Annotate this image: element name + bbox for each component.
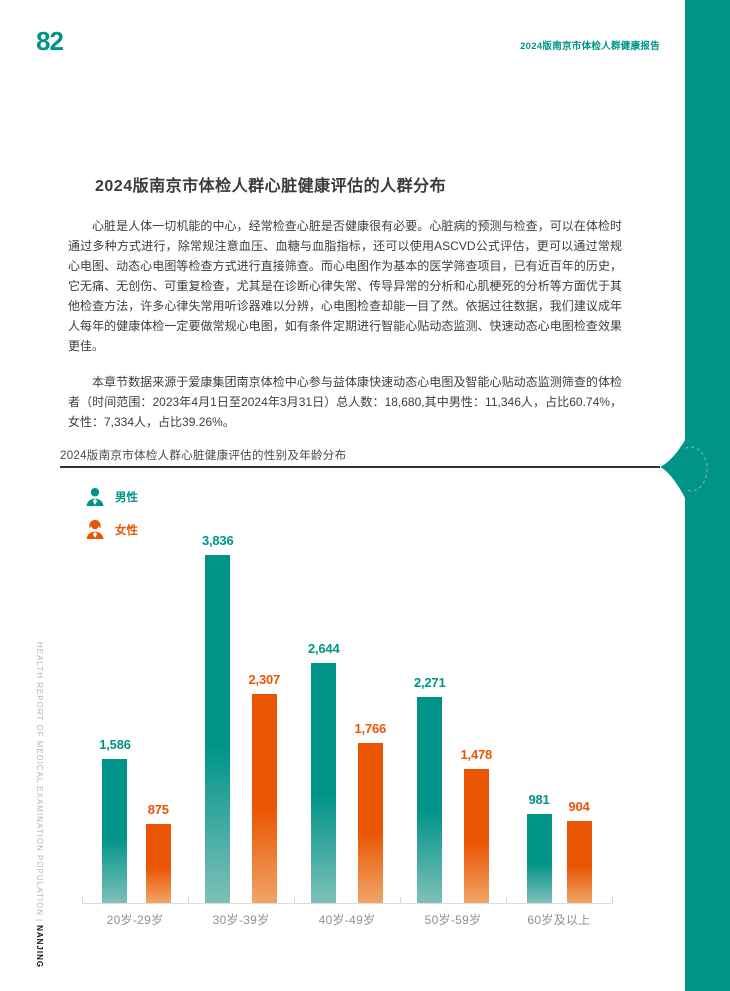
header-report-title: 2024版南京市体检人群健康报告 [520, 41, 660, 52]
x-axis-tick-2 [188, 897, 189, 903]
bar-value-male-1: 1,586 [99, 737, 131, 752]
x-axis-label-1: 20岁-29岁 [106, 913, 164, 927]
x-axis-label-3: 40岁-49岁 [318, 913, 376, 927]
bar-wrap-male-3: 2,644 [308, 641, 340, 903]
x-axis-line [82, 903, 613, 904]
article-title: 2024版南京市体检人群心脏健康评估的人群分布 [95, 178, 447, 195]
section-pointer-icon [660, 440, 708, 498]
legend-item-male: 男性 [84, 486, 138, 508]
article: 2024版南京市体检人群心脏健康评估的人群分布 心脏是人体一切机能的中心，经常检… [68, 172, 622, 448]
male-icon [86, 488, 104, 506]
bar-wrap-female-2: 2,307 [248, 672, 281, 903]
bar-group-3: 2,644 1,766 [294, 532, 400, 903]
legend-female-label: 女性 [115, 525, 138, 537]
bar-female-1 [145, 824, 171, 903]
bar-female-3 [357, 743, 383, 903]
bar-wrap-female-3: 1,766 [354, 721, 387, 903]
x-axis-tick-3 [294, 897, 295, 903]
sidebar-city-label: NANJING [35, 925, 44, 969]
bar-value-female-1: 875 [147, 802, 169, 817]
bar-male-1 [102, 759, 128, 903]
bar-female-4 [463, 769, 489, 903]
bar-wrap-male-5: 981 [526, 792, 552, 903]
legend-item-female: 女性 [84, 519, 138, 541]
article-paragraph-2: 本章节数据来源于爱康集团南京体检中心参与益体康快速动态心电图及智能心贴动态监测筛… [68, 375, 622, 429]
bar-value-female-2: 2,307 [248, 672, 281, 687]
bar-value-male-2: 3,836 [201, 533, 234, 548]
bar-male-4 [417, 697, 443, 903]
chart-title-underline [60, 466, 660, 468]
sidebar-vertical-text: HEALTH REPORT OF MEDICAL EXAMINATION POP… [35, 642, 44, 968]
right-accent-band [685, 0, 730, 991]
legend-male-label: 男性 [115, 492, 138, 504]
x-axis-label-2: 30岁-39岁 [212, 913, 270, 927]
bar-wrap-female-5: 904 [566, 799, 592, 903]
bar-male-3 [311, 663, 337, 903]
bar-value-male-4: 2,271 [413, 675, 446, 690]
bar-group-2: 3,836 2,307 [188, 532, 294, 903]
x-axis-tick-4 [400, 897, 401, 903]
bar-female-5 [566, 821, 592, 903]
bar-wrap-female-1: 875 [145, 802, 171, 903]
bar-wrap-female-4: 1,478 [460, 747, 493, 903]
bar-value-male-5: 981 [528, 792, 550, 807]
chart-legend: 男性 女性 [84, 486, 138, 552]
x-axis-tick-6 [612, 897, 613, 903]
bar-wrap-male-1: 1,586 [99, 737, 131, 903]
bar-group-5: 981 904 [506, 532, 612, 903]
x-axis-labels: 20岁-29岁 30岁-39岁 40岁-49岁 50岁-59岁 60岁及以上 [82, 911, 612, 928]
bar-female-2 [251, 694, 277, 903]
bar-value-female-4: 1,478 [460, 747, 493, 762]
bar-value-female-3: 1,766 [354, 721, 387, 736]
bar-group-1: 1,586 875 [82, 532, 188, 903]
x-axis-label-4: 50岁-59岁 [424, 913, 482, 927]
bar-male-5 [526, 814, 552, 903]
article-paragraph-1: 心脏是人体一切机能的中心，经常检查心脏是否健康很有必要。心脏病的预测与检查，可以… [68, 219, 622, 353]
x-axis-tick-1 [82, 897, 83, 903]
bar-wrap-male-4: 2,271 [414, 675, 446, 903]
x-axis-label-5: 60岁及以上 [527, 913, 591, 927]
bar-value-male-3: 2,644 [307, 641, 340, 656]
bar-group-4: 2,271 1,478 [400, 532, 506, 903]
sidebar-vertical-label: HEALTH REPORT OF MEDICAL EXAMINATION POP… [35, 642, 44, 916]
bar-value-female-5: 904 [568, 799, 590, 814]
sidebar-separator: | [35, 919, 44, 923]
bar-wrap-male-2: 3,836 [202, 533, 234, 903]
female-icon [86, 520, 104, 539]
bar-plot: 1,586 875 3,836 2,307 2,644 1,766 2,271 1,478 98… [82, 532, 612, 903]
page-number: 82 [36, 26, 64, 56]
bar-male-2 [205, 555, 231, 903]
x-axis-tick-5 [506, 897, 507, 903]
chart-section-title: 2024版南京市体检人群心脏健康评估的性别及年龄分布 [60, 450, 347, 462]
